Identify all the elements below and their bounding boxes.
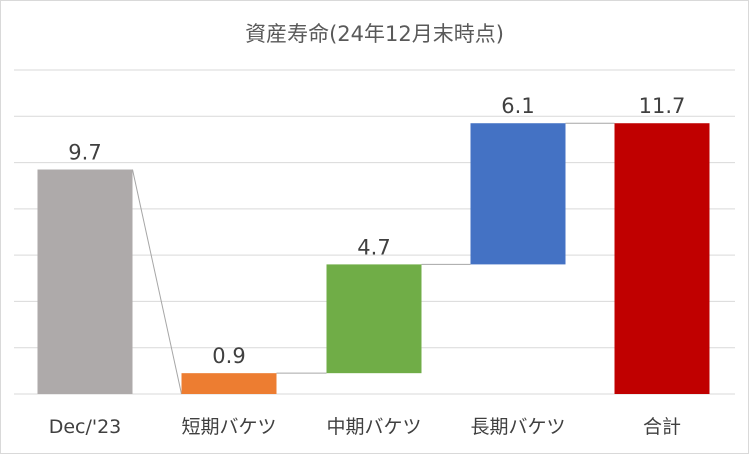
- chart-title: 資産寿命(24年12月末時点): [245, 22, 504, 46]
- category-labels: Dec/'23 短期バケツ 中期バケツ 長期バケツ 合計: [49, 416, 681, 438]
- bars: [37, 123, 710, 394]
- bar-3: [470, 123, 566, 265]
- category-label-0: Dec/'23: [49, 416, 122, 438]
- data-label-2: 4.7: [357, 235, 390, 259]
- data-label-0: 9.7: [68, 141, 101, 165]
- category-label-1: 短期バケツ: [181, 416, 276, 438]
- data-labels: 9.7 0.9 4.7 6.1 11.7: [68, 94, 685, 368]
- category-label-4: 合計: [643, 416, 681, 438]
- connector-line: [132, 169, 182, 395]
- category-label-2: 中期バケツ: [326, 416, 421, 438]
- bar-4: [614, 123, 710, 394]
- data-label-1: 0.9: [212, 344, 245, 368]
- connectors: [132, 122, 615, 395]
- category-label-3: 長期バケツ: [470, 416, 565, 438]
- bar-1: [181, 373, 277, 394]
- bar-2: [326, 264, 422, 374]
- bar-0: [37, 169, 133, 394]
- data-label-4: 11.7: [639, 94, 686, 118]
- data-label-3: 6.1: [501, 94, 534, 118]
